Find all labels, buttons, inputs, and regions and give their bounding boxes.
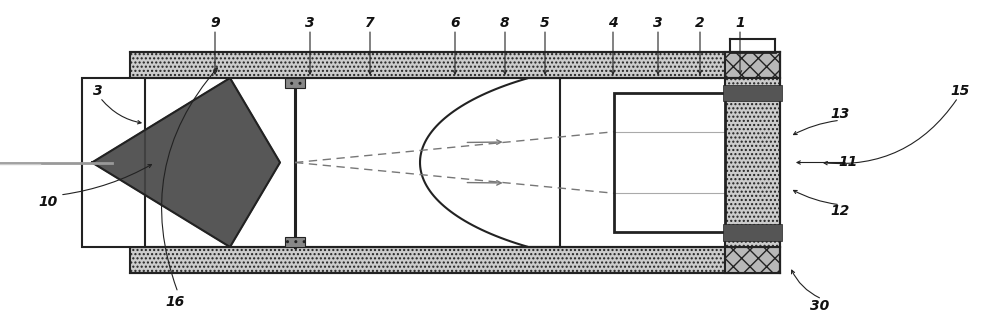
Text: 11: 11 [838, 155, 858, 170]
Bar [725, 52, 780, 78]
Bar [725, 78, 780, 247]
Text: 16: 16 [165, 295, 185, 309]
Bar [130, 247, 780, 273]
Bar [130, 78, 780, 247]
Bar [82, 78, 145, 247]
Text: 8: 8 [500, 16, 510, 30]
Text: 7: 7 [365, 16, 375, 30]
Bar [285, 78, 305, 88]
Bar [725, 247, 780, 273]
Text: 2: 2 [695, 16, 705, 30]
Text: 12: 12 [830, 204, 850, 218]
Bar [723, 224, 782, 240]
Text: 3: 3 [305, 16, 315, 30]
Text: 10: 10 [38, 194, 58, 209]
Text: 30: 30 [810, 298, 830, 313]
Polygon shape [92, 78, 280, 247]
Text: 4: 4 [608, 16, 618, 30]
Text: 1: 1 [735, 16, 745, 30]
Text: 15: 15 [950, 84, 970, 98]
Bar [285, 237, 305, 247]
Text: 6: 6 [450, 16, 460, 30]
Text: 13: 13 [830, 107, 850, 121]
Text: 9: 9 [210, 16, 220, 30]
Bar [614, 93, 725, 232]
Text: 5: 5 [540, 16, 550, 30]
Bar [614, 93, 725, 232]
Bar [130, 52, 780, 78]
Bar [723, 84, 782, 101]
Text: 3: 3 [93, 84, 103, 98]
Text: 3: 3 [653, 16, 663, 30]
